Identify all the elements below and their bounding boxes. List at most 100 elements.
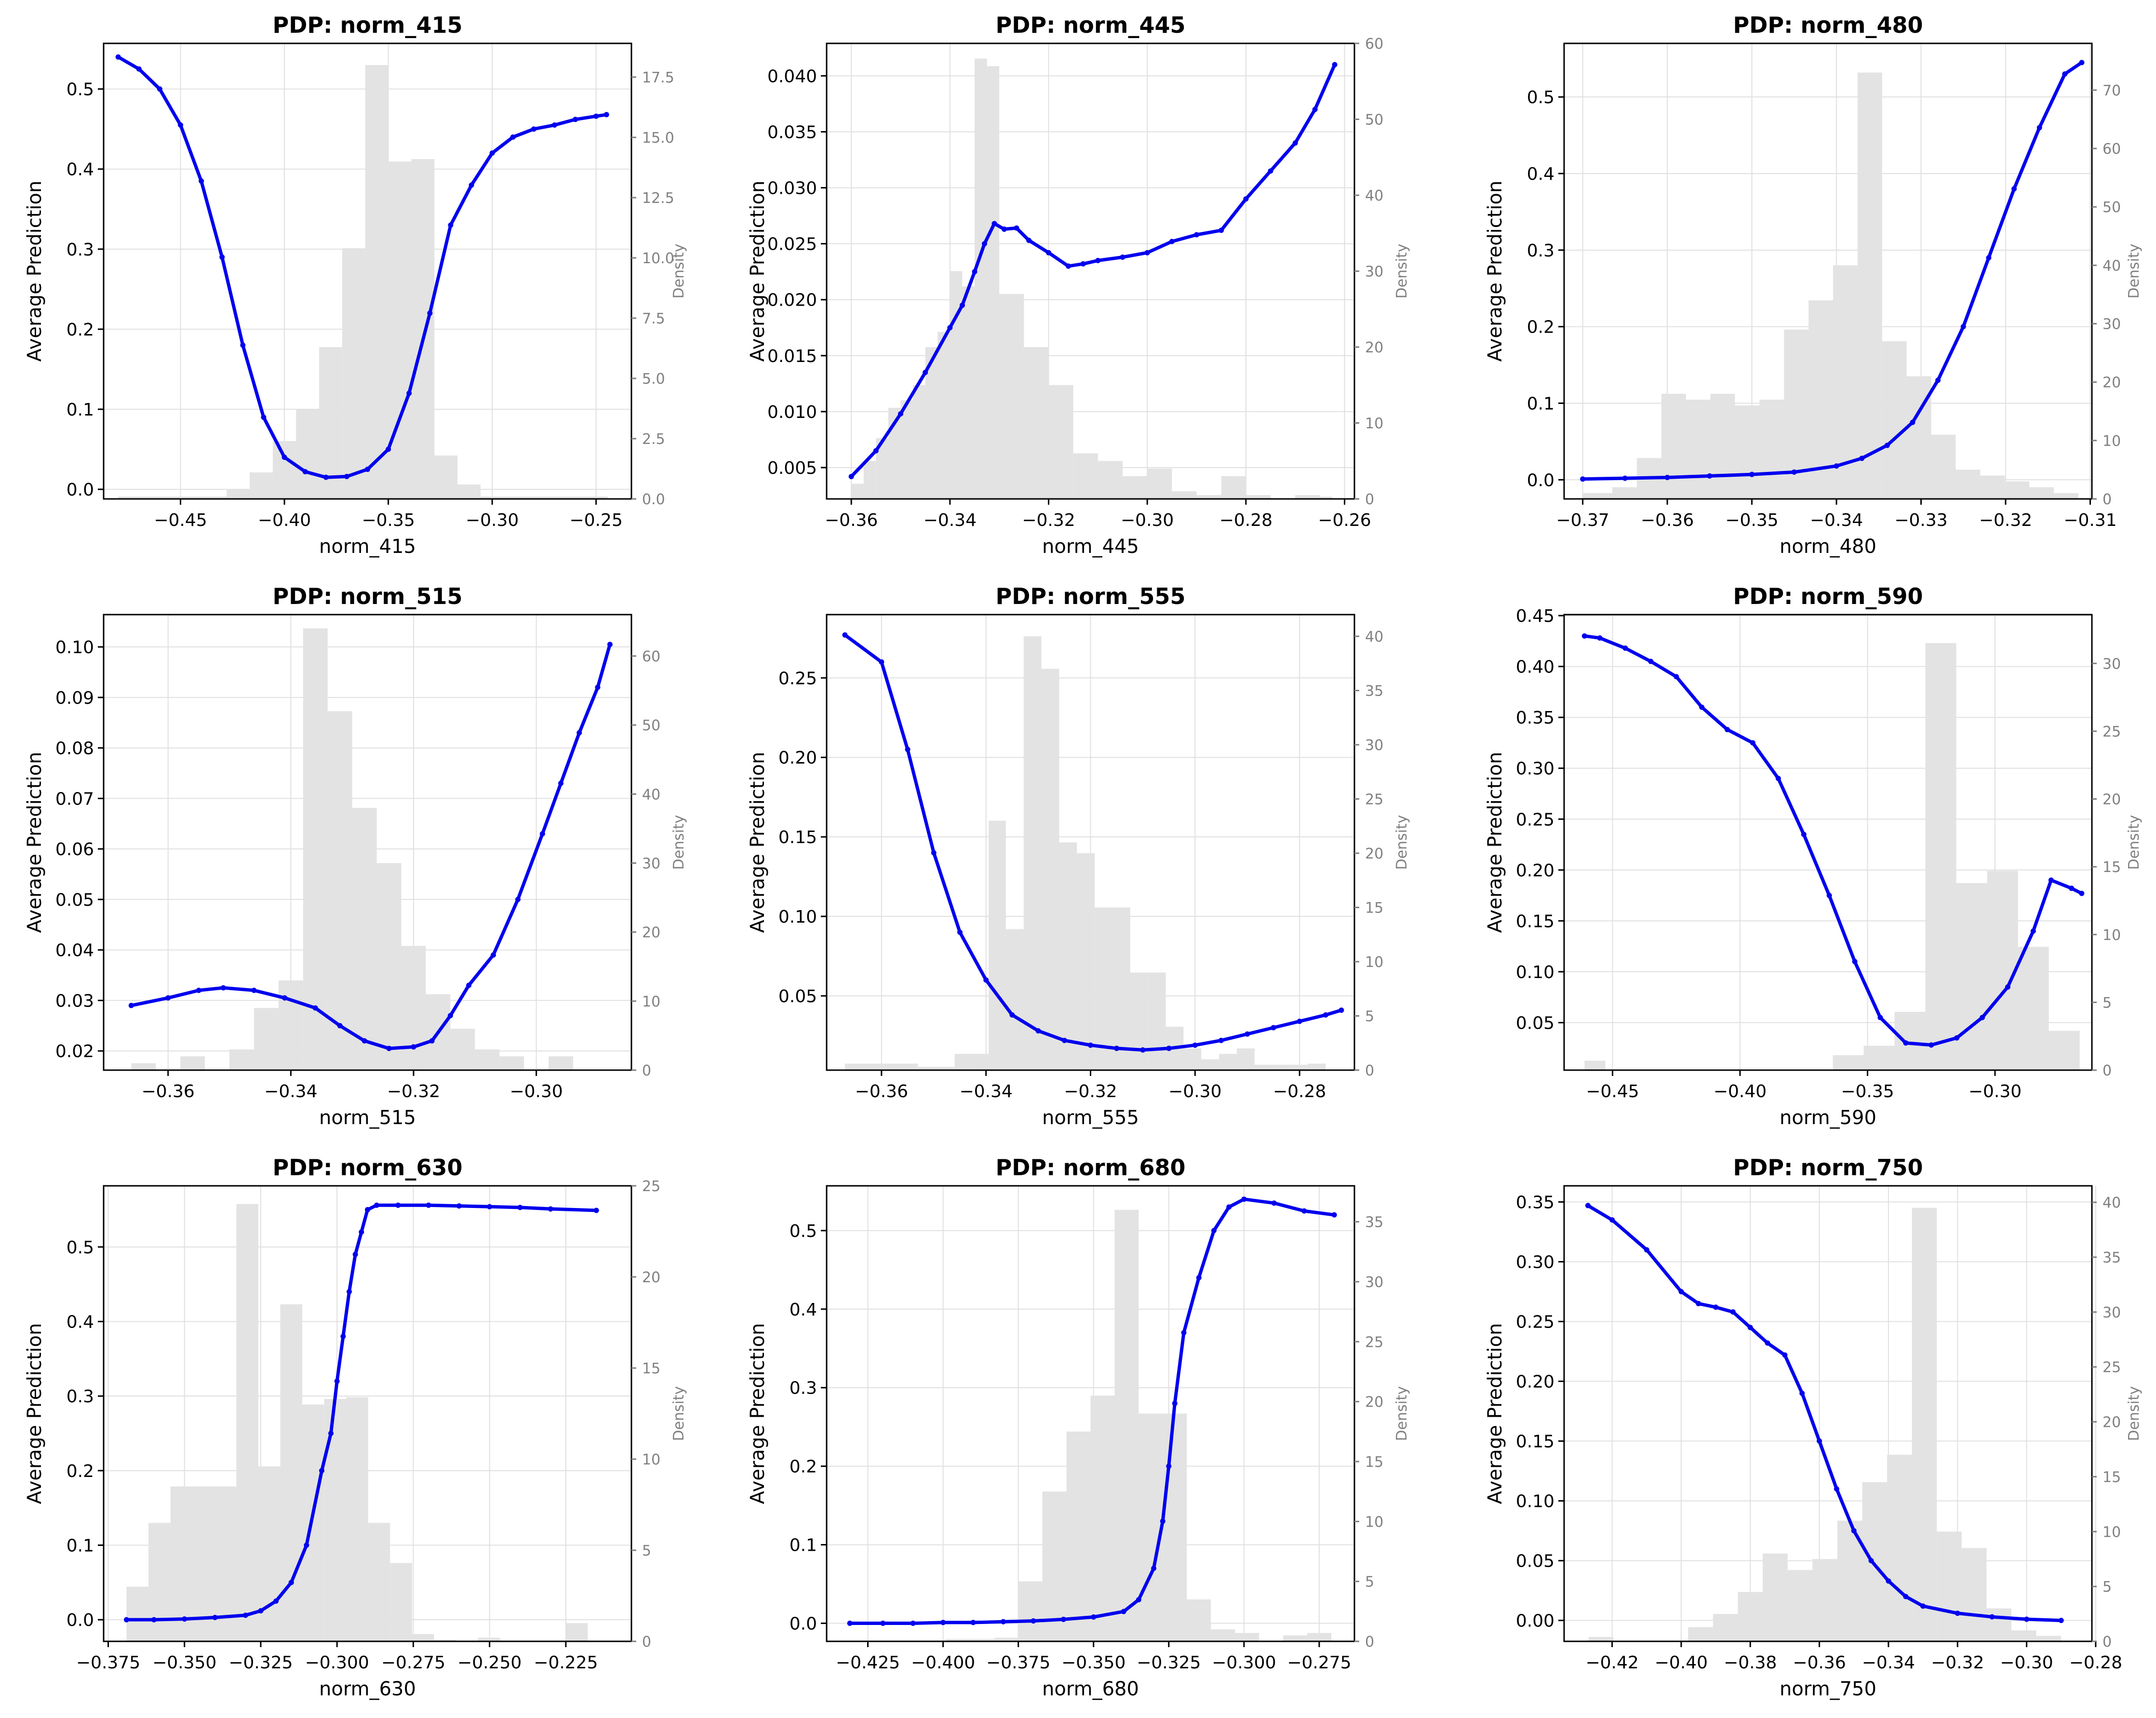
pdp-point — [328, 1430, 334, 1436]
histogram-bar — [881, 1063, 918, 1070]
y-tick-label: 0.09 — [55, 688, 94, 708]
pdp-panel: 0.00 0.05 0.10 0.15 0.20 0.25 0.30 0.35 −0.42 −0.… — [1484, 1154, 2143, 1700]
histogram-bar — [1048, 385, 1061, 499]
pdp-point — [1935, 377, 1941, 383]
y2-tick-label: 10 — [2102, 1524, 2121, 1541]
pdp-point — [1297, 1019, 1302, 1024]
histogram-bar — [1686, 400, 1711, 499]
pdp-point — [240, 342, 246, 348]
pdp-point — [576, 730, 582, 736]
histogram-bar — [1320, 497, 1332, 499]
histogram-bar — [1688, 1627, 1713, 1641]
y-tick-label: 0.3 — [790, 1379, 817, 1398]
y-tick-label: 0.10 — [1516, 1492, 1554, 1512]
pdp-point — [1226, 1204, 1232, 1210]
y2-tick-label: 0 — [642, 1062, 651, 1079]
x-tick-label: −0.425 — [836, 1653, 900, 1673]
chart-title: PDP: norm_630 — [272, 1154, 462, 1181]
pdp-point — [1245, 1031, 1250, 1037]
x-tick-label: −0.375 — [986, 1653, 1050, 1673]
pdp-point — [1061, 1037, 1067, 1043]
y2-tick-label: 10 — [1365, 954, 1383, 971]
pdp-point — [386, 1046, 392, 1051]
pdp-point — [1080, 261, 1086, 267]
histogram-bar — [994, 1637, 1018, 1641]
pdp-point — [1713, 1304, 1719, 1310]
y2-tick-label: 40 — [2102, 1195, 2121, 1211]
histogram-bar — [390, 1563, 412, 1641]
histogram-bar — [937, 332, 950, 499]
pdp-point — [1801, 832, 1807, 837]
histogram-bar — [1023, 636, 1042, 1070]
x-axis-label: norm_445 — [1042, 536, 1139, 558]
x-tick-label: −0.36 — [855, 1082, 908, 1101]
y-tick-label: 0.1 — [1527, 394, 1554, 414]
pdp-point — [947, 325, 953, 331]
x-tick-label: −0.36 — [1641, 510, 1694, 530]
pdp-point — [1000, 1619, 1006, 1624]
y2-tick-label: 0 — [1365, 491, 1374, 508]
pdp-point — [1026, 238, 1032, 243]
x-tick-label: −0.30 — [2000, 1653, 2053, 1673]
y2-tick-label: 30 — [1365, 1274, 1383, 1291]
pdp-point — [2030, 928, 2036, 934]
y-tick-label: 0.005 — [767, 458, 817, 478]
y2-axis-label: Density — [670, 243, 687, 298]
pdp-point — [1140, 1047, 1146, 1053]
pdp-point — [1166, 1046, 1172, 1051]
histogram-bar — [1956, 883, 1987, 1070]
pdp-point — [1834, 1486, 1839, 1492]
pdp-point — [365, 1207, 370, 1212]
pdp-point — [406, 390, 412, 396]
histogram-bar — [170, 1486, 193, 1641]
histogram-bar — [1196, 495, 1209, 499]
pdp-point — [456, 1203, 462, 1209]
y2-tick-label: 25 — [1365, 1334, 1383, 1351]
x-axis-label: norm_750 — [1780, 1678, 1876, 1700]
density-histogram — [1582, 72, 2078, 499]
pdp-point — [2079, 890, 2085, 896]
histogram-bar — [481, 497, 573, 499]
x-tick-label: −0.32 — [1064, 1082, 1117, 1101]
pdp-point — [1707, 473, 1713, 479]
y2-tick-label: 50 — [642, 717, 660, 734]
histogram-bar — [999, 294, 1012, 499]
pdp-line — [843, 633, 1343, 1052]
y-tick-label: 0.35 — [1516, 1193, 1554, 1212]
pdp-point — [281, 455, 287, 460]
histogram-bar — [1987, 871, 2018, 1070]
pdp-point — [489, 150, 495, 156]
y-tick-label: 0.0 — [67, 480, 94, 500]
plot-frame — [103, 614, 632, 1071]
y2-tick-label: 50 — [1365, 112, 1383, 129]
pdp-point — [182, 1616, 187, 1622]
pdp-panel: 0.0 0.1 0.2 0.3 0.4 0.5 −0.375 −0.350 −0.325 −0.3… — [24, 1154, 687, 1700]
histogram-bar — [1201, 1059, 1219, 1070]
plot-frame — [1563, 42, 2093, 500]
histogram-bar — [499, 1056, 524, 1070]
pdp-point — [1644, 1247, 1649, 1253]
x-axis-label: norm_515 — [319, 1107, 416, 1129]
pdp-point — [1580, 476, 1586, 482]
y2-tick-label: 15 — [1365, 900, 1383, 917]
x-tick-label: −0.350 — [152, 1653, 216, 1673]
pdp-point — [282, 995, 288, 1001]
histogram-bar — [1005, 929, 1024, 1070]
y2-tick-label: 35 — [1365, 683, 1383, 700]
pdp-point — [1581, 633, 1587, 639]
pdp-point — [1980, 1015, 1985, 1020]
histogram-bar — [975, 58, 987, 499]
pdp-point — [1678, 1289, 1684, 1295]
pdp-point — [2079, 60, 2085, 66]
y2-tick-label: 40 — [642, 786, 660, 803]
histogram-bar — [1184, 491, 1197, 499]
x-tick-label: −0.45 — [154, 510, 207, 530]
chart-title: PDP: norm_750 — [1733, 1154, 1923, 1181]
pdp-point — [1268, 168, 1273, 174]
histogram-bar — [1211, 1629, 1235, 1641]
pdp-point — [157, 86, 162, 92]
pdp-point — [905, 747, 911, 752]
histogram-bar — [346, 1397, 368, 1641]
pdp-point — [972, 269, 978, 275]
x-tick-label: −0.34 — [960, 1082, 1013, 1101]
